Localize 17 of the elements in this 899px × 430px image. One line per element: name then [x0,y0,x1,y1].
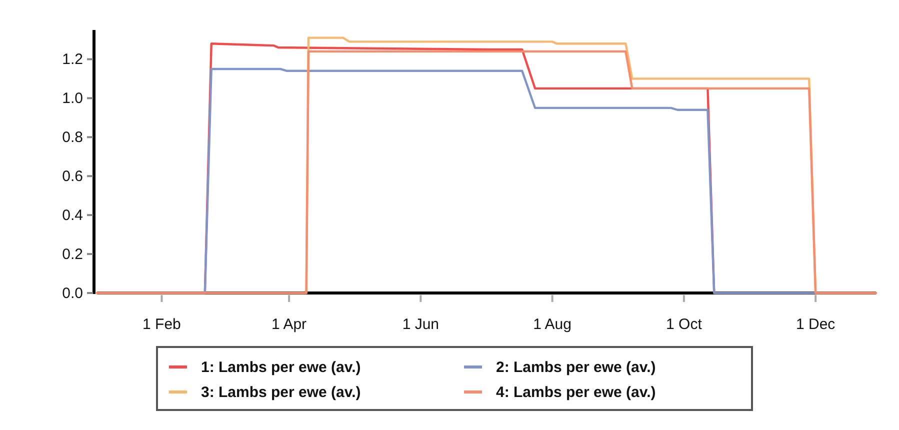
x-tick-label: 1 Apr [272,316,307,333]
y-tick-label: 0.6 [62,168,83,186]
x-tick-label: 1 Jun [402,316,440,333]
x-tick-label: 1 Dec [796,316,836,333]
y-tick-label: 1.2 [62,51,83,68]
y-tick-label: 0.0 [62,285,83,302]
x-tick-label: 1 Aug [533,316,572,333]
y-tick-label: 1.0 [62,90,83,108]
legend-label: 2: Lambs per ewe (av.) [496,359,656,376]
x-tick-label: 1 Oct [666,316,703,333]
legend-label: 3: Lambs per ewe (av.) [201,384,361,401]
y-tick-label: 0.8 [62,129,83,146]
legend-label: 4: Lambs per ewe (av.) [496,384,656,401]
y-tick-label: 0.2 [62,246,83,264]
legend-label: 1: Lambs per ewe (av.) [201,359,361,376]
x-tick-label: 1 Feb [142,316,181,333]
y-tick-label: 0.4 [62,207,83,224]
